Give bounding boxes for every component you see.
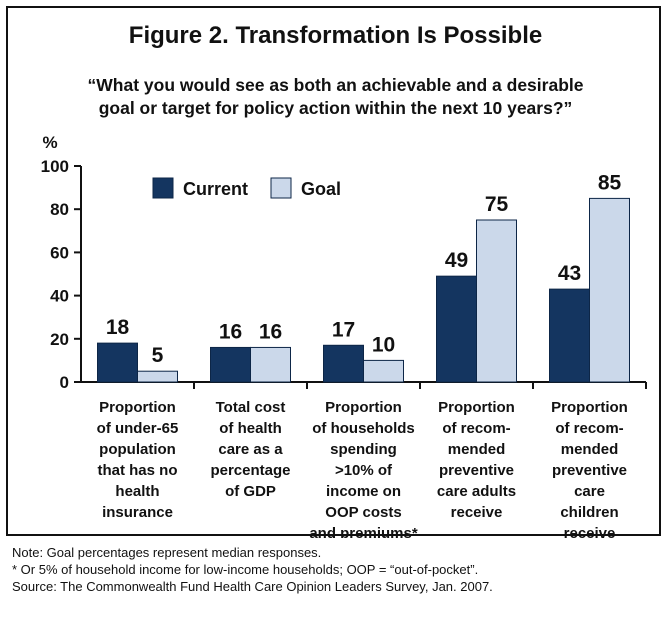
note-oop: * Or 5% of household income for low-inco…	[12, 562, 479, 577]
x-category-label: OOP costs	[325, 504, 401, 521]
x-category-label: Total cost	[216, 399, 286, 416]
x-category-label: mended	[561, 441, 619, 458]
x-category-label: of health	[219, 420, 282, 437]
bar-current	[210, 346, 251, 383]
x-category-label: Proportion	[99, 399, 176, 416]
y-tick-label: 60	[50, 243, 69, 262]
x-category-label: of GDP	[225, 483, 276, 500]
y-tick-label: 0	[60, 373, 69, 392]
legend-swatch-current	[152, 177, 174, 199]
x-category-label: Proportion	[551, 399, 628, 416]
chart-subtitle: “What you would see as both an achievabl…	[28, 74, 643, 120]
x-category-label: population	[99, 441, 176, 458]
subtitle-line-2: goal or target for policy action within …	[98, 98, 573, 118]
x-category-label: care adults	[437, 483, 516, 500]
x-category-label: of under-65	[97, 420, 179, 437]
bar-current	[436, 275, 477, 383]
y-tick-label: 20	[50, 330, 69, 349]
bar-goal	[137, 370, 178, 383]
bar-goal	[250, 346, 291, 383]
bar-current	[323, 344, 364, 383]
note-median: Note: Goal percentages represent median …	[12, 545, 322, 560]
y-tick-label: 40	[50, 287, 69, 306]
data-label-goal: 75	[485, 193, 509, 216]
x-category-label: and premiums*	[309, 525, 418, 538]
x-category-label: insurance	[102, 504, 173, 521]
bar-current	[549, 288, 590, 383]
bar-goal	[363, 359, 404, 383]
legend-swatch-goal	[270, 177, 292, 199]
data-label-goal: 5	[152, 344, 164, 367]
data-label-current: 49	[445, 249, 468, 272]
x-category-label: of recom-	[555, 420, 623, 437]
bar-current	[97, 342, 138, 383]
legend-label-goal: Goal	[301, 179, 341, 199]
x-category-label: income on	[326, 483, 401, 500]
data-label-current: 18	[106, 316, 130, 339]
y-tick-label: 80	[50, 200, 69, 219]
y-axis-label: %	[42, 133, 57, 152]
data-label-goal: 16	[259, 320, 282, 343]
x-category-label: that has no	[97, 462, 177, 479]
y-tick-label: 100	[41, 157, 69, 176]
figure-frame: Figure 2. Transformation Is Possible “Wh…	[6, 6, 661, 538]
data-label-current: 43	[558, 262, 581, 285]
note-source: Source: The Commonwealth Fund Health Car…	[12, 579, 493, 594]
x-category-label: health	[115, 483, 159, 500]
data-label-current: 17	[332, 318, 355, 341]
x-category-label: >10% of	[335, 462, 393, 479]
x-category-label: percentage	[210, 462, 290, 479]
chart-title: Figure 2. Transformation Is Possible	[128, 22, 543, 49]
x-category-label: mended	[448, 441, 506, 458]
x-category-label: care as a	[218, 441, 283, 458]
x-category-label: care	[574, 483, 605, 500]
x-category-label: of households	[312, 420, 415, 437]
x-category-label: spending	[330, 441, 397, 458]
x-category-label: receive	[564, 525, 616, 538]
bar-goal	[476, 219, 517, 383]
subtitle-line-1: “What you would see as both an achievabl…	[87, 75, 584, 95]
data-label-goal: 10	[372, 333, 395, 356]
footnotes: Note: Goal percentages represent median …	[12, 544, 662, 595]
bar-chart: % 0 20 40 60 80 100 18 5 Proportion of under-65 pop…	[41, 133, 647, 538]
x-category-label: Proportion	[438, 399, 515, 416]
x-category-label: children	[560, 504, 618, 521]
x-category-label: preventive	[439, 462, 514, 479]
x-category-label: receive	[451, 504, 503, 521]
data-label-goal: 85	[598, 171, 622, 194]
data-label-current: 16	[219, 320, 242, 343]
legend-label-current: Current	[183, 179, 248, 199]
x-category-label: of recom-	[442, 420, 510, 437]
x-category-label: preventive	[552, 462, 627, 479]
bar-goal	[589, 197, 630, 383]
x-category-label: Proportion	[325, 399, 402, 416]
